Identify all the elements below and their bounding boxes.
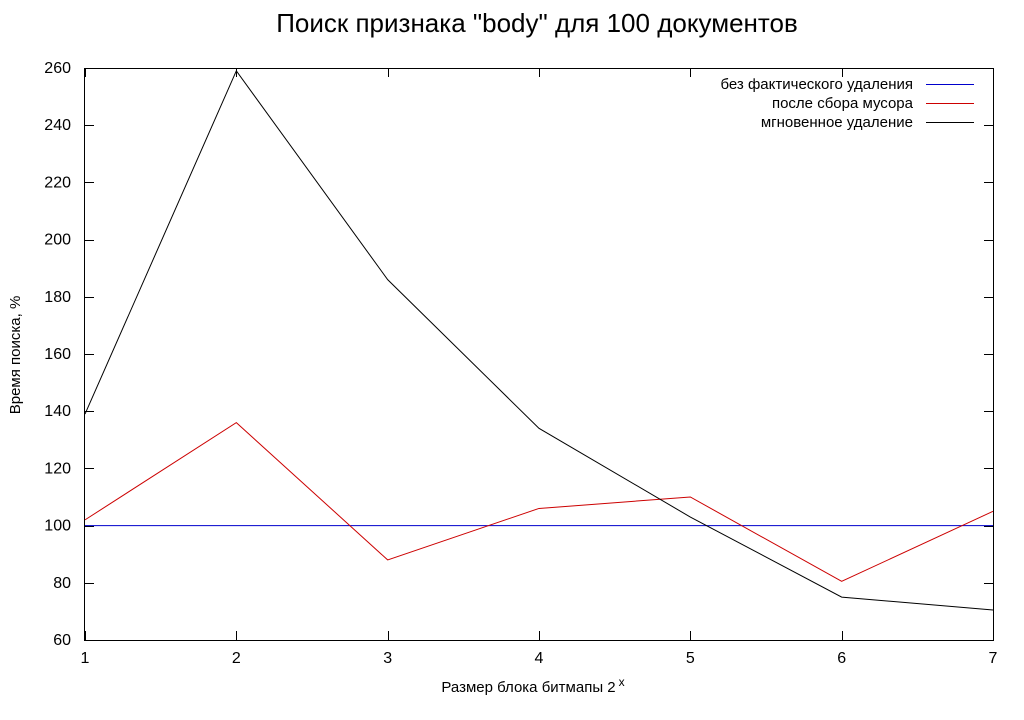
- x-axis: 1 2 3 4 5 6 7: [81, 68, 998, 667]
- y-tick-label: 160: [44, 346, 71, 363]
- legend-label: мгновенное удаление: [761, 114, 913, 131]
- x-tick-label: 6: [837, 650, 846, 667]
- x-axis-label-superscript: x: [619, 675, 625, 689]
- y-tick-label: 100: [44, 518, 71, 535]
- x-tick-label: 4: [535, 650, 544, 667]
- y-tick-label: 120: [44, 460, 71, 477]
- x-tick-label: 1: [81, 650, 90, 667]
- x-tick-label: 3: [383, 650, 392, 667]
- y-axis-label: Время поиска, %: [7, 296, 24, 415]
- y-tick-label: 200: [44, 232, 71, 249]
- y-tick-label: 60: [53, 632, 71, 649]
- series-line-2: [84, 422, 994, 582]
- legend-label: после сбора мусора: [772, 95, 914, 112]
- x-tick-label: 5: [686, 650, 695, 667]
- y-tick-label: 260: [44, 60, 71, 77]
- legend: без фактического удаления после сбора мус…: [720, 76, 974, 131]
- y-tick-label: 220: [44, 174, 71, 191]
- y-tick-label: 80: [53, 575, 71, 592]
- y-axis: 60 80 100 120 140 160 180 200 220 240 260: [44, 60, 993, 649]
- x-tick-label: 2: [232, 650, 241, 667]
- chart-title: Поиск признака "body" для 100 документов: [276, 8, 798, 38]
- plot-frame: [84, 68, 994, 641]
- y-tick-label: 140: [44, 403, 71, 420]
- y-tick-label: 240: [44, 117, 71, 134]
- y-tick-label: 180: [44, 289, 71, 306]
- x-tick-label: 7: [989, 650, 998, 667]
- x-axis-label: Размер блока битмапы 2 x: [441, 675, 624, 696]
- x-axis-label-text: Размер блока битмапы 2: [441, 679, 615, 696]
- series-line-3: [84, 69, 994, 611]
- series-lines: [84, 69, 994, 611]
- legend-label: без фактического удаления: [720, 76, 913, 93]
